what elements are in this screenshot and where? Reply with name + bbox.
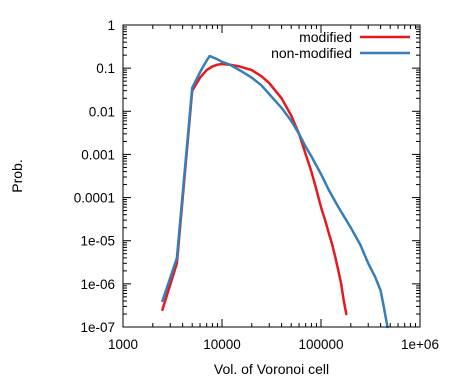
legend-label: non-modified [271,45,352,61]
x-tick-label: 1000 [108,337,138,352]
x-tick-label: 1e+06 [401,337,439,352]
y-tick-label: 1 [107,18,115,33]
y-tick-label: 0.001 [81,147,115,162]
y-tick-label: 1e-05 [80,234,115,249]
series-line-modified [161,62,348,316]
x-tick-label: 100000 [298,337,343,352]
x-tick-label: 10000 [203,337,241,352]
y-tick-label: 0.1 [96,61,115,76]
series-lines [161,54,389,329]
y-tick-label: 0.01 [89,104,115,119]
series-line-non-modified [161,54,389,329]
y-tick-label: 0.0001 [74,191,115,206]
y-axis-label: Prob. [9,159,25,192]
axis-ticks: 1000 10000 100000 1e+06 1 0.1 0.01 0.001 0.0001 1… [74,18,439,352]
plot-frame [122,24,421,328]
y-tick-label: 1e-07 [80,320,115,335]
y-tick-label: 1e-06 [80,277,115,292]
legend-label: modified [299,29,352,45]
x-axis-label: Vol. of Voronoi cell [214,361,329,377]
